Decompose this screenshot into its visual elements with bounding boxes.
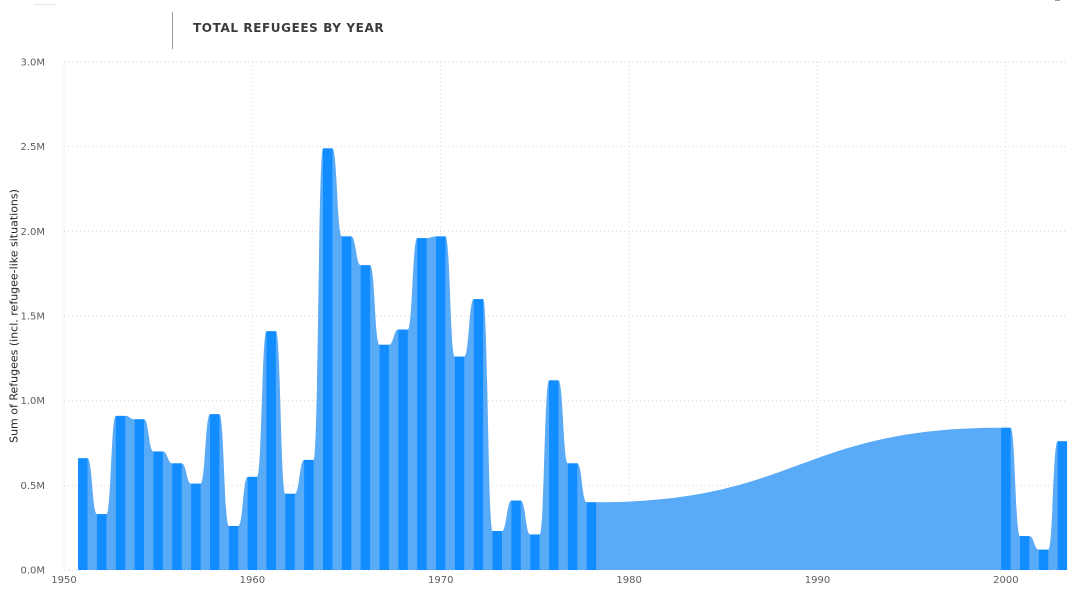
y-tick-label: 1.0M <box>20 396 45 407</box>
data-bar <box>586 502 597 570</box>
data-bar <box>78 458 88 570</box>
data-bar <box>134 419 145 570</box>
data-bar <box>436 236 446 570</box>
x-tick-label: 1980 <box>616 575 641 586</box>
data-bar <box>153 451 163 570</box>
data-bar <box>567 463 578 570</box>
data-bar <box>1001 427 1011 570</box>
data-bar <box>511 500 521 570</box>
data-bar <box>549 380 559 570</box>
data-bar <box>492 531 502 570</box>
data-bar <box>266 331 276 570</box>
x-tick-label: 2000 <box>993 575 1018 586</box>
data-bar <box>115 415 126 570</box>
data-bar <box>228 525 239 570</box>
data-bar <box>379 344 389 570</box>
data-bar <box>172 463 182 570</box>
data-bar <box>360 265 371 570</box>
title-divider <box>172 12 173 49</box>
x-tick-label: 1960 <box>240 575 265 586</box>
window-minimize-icon[interactable] <box>1055 0 1060 1</box>
data-bar <box>191 483 201 570</box>
data-bar <box>323 148 333 571</box>
data-bar <box>1019 536 1030 570</box>
data-bar <box>1038 549 1049 570</box>
x-tick-label: 1970 <box>428 575 453 586</box>
y-tick-label: 3.0M <box>20 58 45 69</box>
x-tick-label: 1950 <box>51 575 76 586</box>
data-bar <box>304 459 314 570</box>
data-bar <box>1057 441 1068 570</box>
data-bar <box>341 236 352 570</box>
data-bar <box>398 329 408 570</box>
x-axis-ticks: 1950 1960 1970 1980 1990 2000 <box>51 575 1018 586</box>
y-tick-label: 2.5M <box>20 142 45 153</box>
y-tick-label: 2.0M <box>20 227 45 238</box>
header-mark <box>34 4 56 5</box>
x-tick-label: 1990 <box>805 575 830 586</box>
data-bar <box>473 299 484 570</box>
data-bar <box>247 476 258 570</box>
data-bar <box>454 356 465 570</box>
data-bar <box>285 493 295 570</box>
y-axis-ticks: 0.0M 0.5M 1.0M 1.5M 2.0M 2.5M 3.0M <box>20 58 45 577</box>
y-tick-label: 0.0M <box>20 566 45 577</box>
y-tick-label: 0.5M <box>20 481 45 492</box>
data-bar <box>417 238 427 570</box>
chart-title: TOTAL REFUGEES BY YEAR <box>193 21 385 35</box>
data-bar <box>530 534 540 570</box>
chart-marks <box>78 148 1068 571</box>
data-bar <box>96 514 107 570</box>
data-bar <box>209 414 220 570</box>
y-tick-label: 1.5M <box>20 312 45 323</box>
